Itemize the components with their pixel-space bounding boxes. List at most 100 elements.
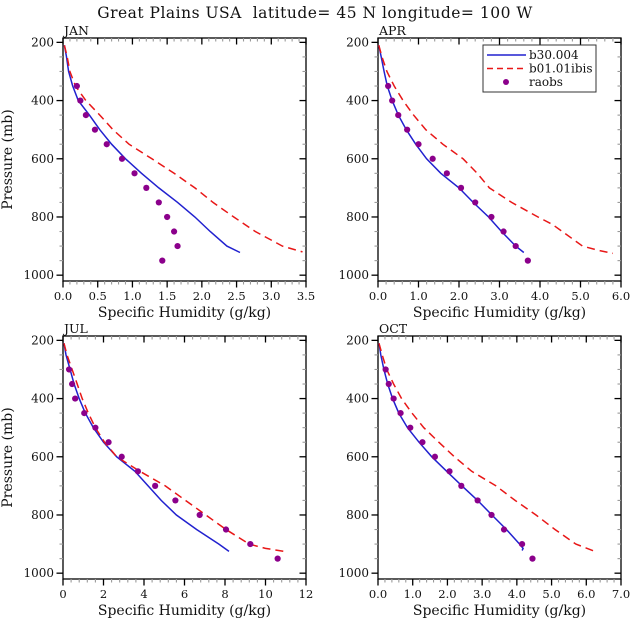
y-tick-label: 200 [31,333,54,347]
x-axis-title: Specific Humidity (g/kg) [98,305,271,321]
x-axis-title: Specific Humidity (g/kg) [413,305,586,321]
y-tick-label: 800 [346,210,369,224]
raobs-dot [518,540,526,548]
raobs-dot [247,540,254,548]
x-tick-label: 6.0 [577,587,595,601]
jan-raobs-dots [73,82,181,264]
y-tick-label: 800 [31,210,54,224]
x-tick-label: 3.5 [297,289,315,303]
raobs-dot [385,380,392,388]
x-tick-label: 1.5 [158,289,176,303]
x-tick-label: 1.0 [123,289,141,303]
y-tick-label: 1000 [23,566,54,580]
plot-frame [62,335,307,580]
x-tick-label: 8 [221,587,228,601]
y-axis-title: Pressure (mb) [0,407,16,507]
x-axis-title: Specific Humidity (g/kg) [98,603,271,619]
month-label: APR [378,24,406,38]
jul-raobs-dots [65,366,281,562]
panel-cell-apr: 200 400 600 800 1000 0.0 1.0 2.0 3.0 4.0 5.0 6.0 APR… [315,23,630,322]
x-tick-label: 4.0 [508,587,526,601]
raobs-dot [172,497,179,504]
raobs-dot [415,141,422,148]
plot-frame [377,335,622,580]
y-tick-label: 1000 [338,268,369,282]
x-tick-label: 1.0 [409,289,427,303]
y-tick-label: 400 [31,392,54,406]
jul-b30004-line [63,343,230,553]
month-label: OCT [379,322,408,336]
raobs-dot [457,184,465,191]
raobs-dot [274,555,281,562]
raobs-dot [500,228,507,235]
panel-cell-jul: 200 400 600 800 1000 0 2 4 6 8 10 12 JUL Specific Hum… [0,321,315,620]
raobs-dot [512,242,519,250]
x-tick-label: 0.0 [369,587,387,601]
raobs-dot [404,126,411,133]
raobs-dot [77,97,84,104]
raobs-dot [65,366,73,373]
raobs-dot [152,482,159,489]
x-tick-label: 3.0 [473,587,491,601]
panel-jul: 200 400 600 800 1000 0 2 4 6 8 10 12 JUL Specific Hum… [0,321,314,619]
x-tick-label: 4.0 [531,289,549,303]
raobs-dot [474,497,481,504]
legend-label-b0101ibis: b01.01ibis [529,62,593,76]
y-tick-label: 800 [346,508,369,522]
raobs-dot [103,141,110,148]
y-axis-title: Pressure (mb) [0,109,16,209]
oct-b30004-line [378,343,524,551]
raobs-dot [524,257,531,264]
raobs-dot [131,170,138,177]
x-tick-label: 3.0 [262,289,280,303]
x-tick-label: 3.0 [490,289,508,303]
oct-b0101ibis-line [378,343,596,553]
panel-cell-jan: 200 400 600 800 1000 0.0 0.5 1.0 1.5 2.0 2.5 3.0 3.5… [0,23,315,322]
axis-ticks [56,336,307,586]
raobs-dot [222,526,230,533]
x-tick-label: 0.0 [369,289,387,303]
raobs-dot [105,439,112,446]
y-tick-label: 400 [346,94,369,108]
y-tick-label: 600 [31,450,54,464]
raobs-dot [170,228,178,235]
x-tick-label: 12 [299,587,314,601]
raobs-dot [164,213,171,221]
raobs-dot [397,410,404,417]
raobs-dot [72,395,79,402]
raobs-dot [389,97,396,104]
y-tick-label: 200 [31,35,54,49]
x-tick-label: 4 [140,587,147,601]
y-tick-label: 400 [346,392,369,406]
raobs-dot [443,170,450,177]
panel-grid: 200 400 600 800 1000 0.0 0.5 1.0 1.5 2.0 2.5 3.0 3.5… [0,23,630,620]
x-tick-label: 0.0 [54,289,72,303]
x-tick-label: 0 [59,587,66,601]
y-tick-label: 600 [31,152,54,166]
x-tick-label: 2 [100,587,107,601]
y-tick-label: 400 [31,94,54,108]
raobs-dot [118,453,125,460]
raobs-dot [134,468,142,475]
month-label: JAN [62,24,89,38]
y-tick-label: 1000 [23,268,54,282]
raobs-dot [174,242,181,250]
raobs-dot [196,511,203,519]
plot-frame [62,37,307,282]
figure-title: Great Plains USA latitude= 45 N longitud… [97,4,533,22]
raobs-dot [92,424,99,431]
y-tick-label: 200 [346,333,369,347]
axis-ticks [56,38,307,288]
x-tick-label: 2.5 [227,289,245,303]
x-tick-label: 2.0 [438,587,456,601]
oct-raobs-dots [382,366,536,562]
raobs-dot [431,453,439,460]
raobs-dot [69,380,76,388]
month-label: JUL [62,322,88,336]
raobs-dot [488,511,495,519]
x-tick-label: 2.0 [193,289,211,303]
x-tick-label: 5.0 [542,587,560,601]
x-tick-label: 6.0 [612,289,630,303]
